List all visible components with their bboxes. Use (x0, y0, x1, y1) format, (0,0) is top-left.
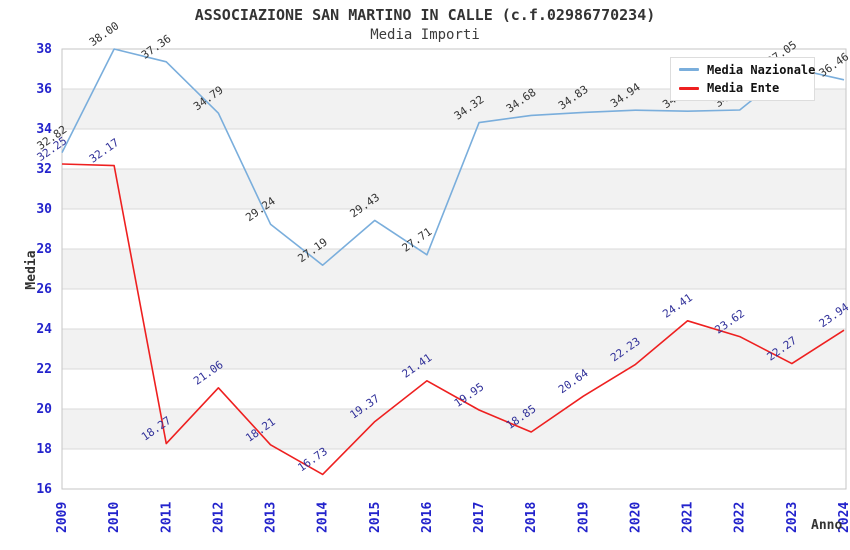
y-tick-label: 16 (36, 482, 52, 497)
series-line-media-nazionale (61, 48, 845, 267)
value-label: 23.94 (817, 300, 850, 330)
x-tick-label: 2018 (524, 502, 539, 533)
y-tick-label: 38 (36, 42, 52, 57)
value-label: 24.41 (660, 291, 695, 321)
value-label: 37.36 (139, 32, 174, 62)
legend-label: Media Ente (707, 81, 780, 96)
y-tick-label: 30 (36, 202, 52, 217)
legend-item-media-nazionale: Media Nazionale (679, 62, 816, 77)
y-tick-label: 22 (36, 362, 52, 377)
y-tick-label: 34 (36, 122, 52, 137)
y-tick-label: 28 (36, 242, 52, 257)
y-tick-label: 32 (36, 162, 52, 177)
plot-band (62, 249, 846, 289)
x-tick-label: 2015 (368, 502, 383, 533)
y-tick-label: 24 (36, 322, 52, 337)
plot-border (61, 48, 847, 490)
x-tick-label: 2020 (628, 502, 643, 533)
value-label: 19.95 (452, 380, 487, 410)
y-tick-label: 26 (36, 282, 52, 297)
value-label: 20.64 (556, 366, 591, 396)
x-tick-label: 2014 (316, 502, 331, 533)
x-tick-label: 2019 (576, 502, 591, 533)
legend-label: Media Nazionale (707, 62, 816, 77)
x-tick-label: 2021 (681, 502, 696, 533)
x-tick-label: 2024 (837, 502, 850, 533)
legend-item-media-ente: Media Ente (679, 81, 814, 95)
y-tick-label: 18 (36, 442, 52, 457)
x-tick-label: 2010 (107, 502, 122, 533)
x-tick-label: 2022 (733, 502, 748, 533)
value-label: 32.17 (87, 136, 122, 166)
chart-subtitle: Media Importi (370, 27, 480, 43)
x-tick-label: 2016 (420, 502, 435, 533)
x-tick-label: 2009 (55, 502, 70, 533)
media-ente-line-swatch-icon (679, 86, 699, 90)
x-axis-title: Anno (811, 518, 843, 533)
y-axis-title: Media (24, 250, 39, 290)
y-tick-label: 20 (36, 402, 52, 417)
y-tick-label: 36 (36, 82, 52, 97)
value-label: 36.46 (817, 50, 850, 80)
x-tick-label: 2011 (159, 502, 174, 533)
plot-band (62, 329, 846, 369)
x-tick-label: 2012 (211, 502, 226, 533)
value-label: 38.00 (87, 19, 122, 49)
plot-band (62, 169, 846, 209)
media-nazionale-line-swatch-icon (679, 68, 699, 72)
legend: Media Nazionale Media Ente (670, 57, 815, 101)
chart-title: ASSOCIAZIONE SAN MARTINO IN CALLE (c.f.0… (194, 6, 656, 24)
series-line-media-ente (61, 163, 845, 476)
x-tick-label: 2017 (472, 502, 487, 533)
x-tick-label: 2013 (264, 502, 279, 533)
x-tick-label: 2023 (785, 502, 800, 533)
